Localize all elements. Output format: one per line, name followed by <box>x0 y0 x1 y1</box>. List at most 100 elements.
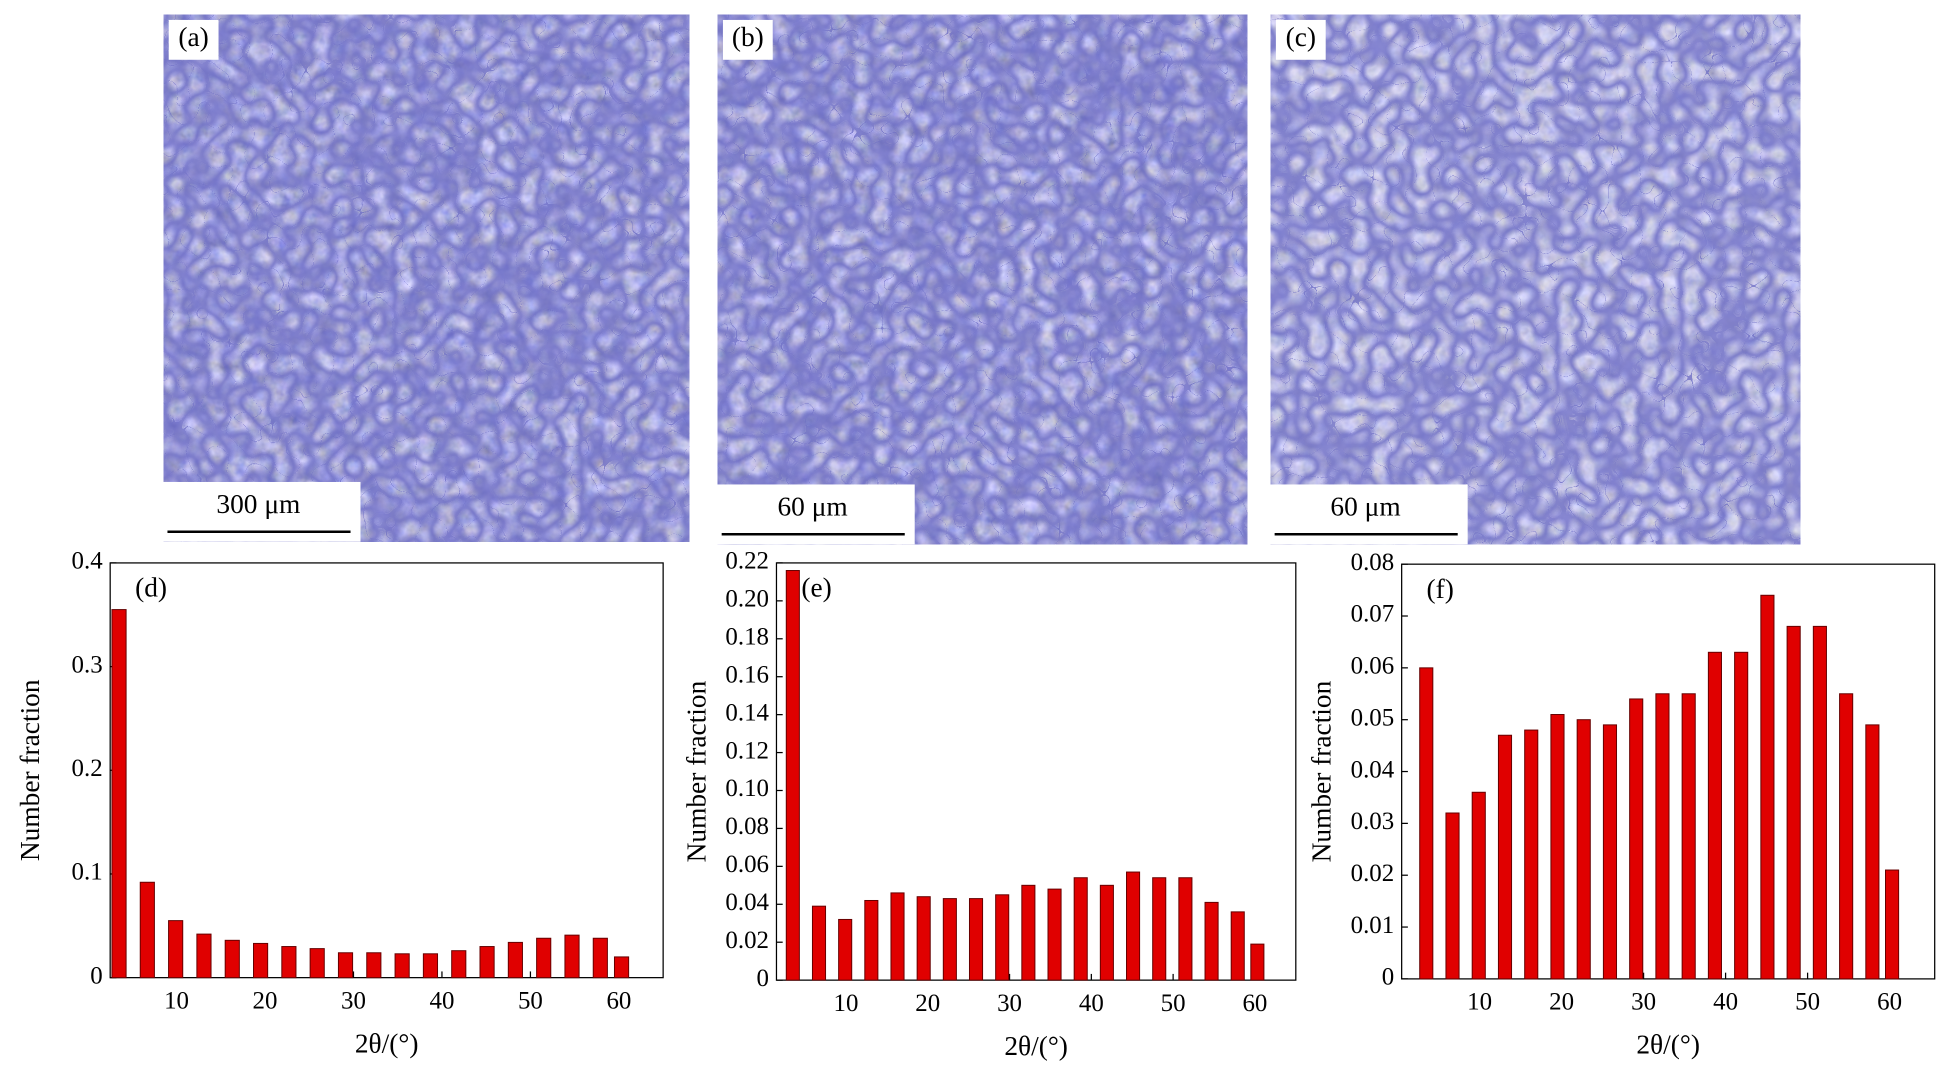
panel-label: (a) <box>178 22 208 52</box>
y-tick-label: 0.1 <box>72 859 103 886</box>
bar <box>613 956 630 979</box>
x-tick-label: 10 <box>1467 989 1492 1016</box>
y-tick-label: 0.07 <box>1351 601 1395 628</box>
bar <box>1681 693 1696 980</box>
bar <box>942 898 957 981</box>
bar <box>1885 869 1900 980</box>
label-box <box>168 19 219 60</box>
x-axis-label: 2θ/(°) <box>1636 1030 1700 1060</box>
bar <box>838 918 853 981</box>
x-tick-label: 50 <box>1161 990 1186 1017</box>
scale-bar-label: 300 μm <box>216 489 300 519</box>
y-tick-label: 0.18 <box>725 624 769 651</box>
bar <box>253 942 269 979</box>
y-tick-label: 0.08 <box>725 813 769 840</box>
bar <box>1178 877 1193 981</box>
bar <box>507 941 523 979</box>
x-tick-label: 40 <box>430 987 455 1014</box>
y-tick-label: 0.05 <box>1351 704 1395 731</box>
bar <box>394 953 410 979</box>
y-tick-label: 0.06 <box>1351 653 1395 680</box>
bar <box>309 948 325 979</box>
bar <box>995 894 1010 981</box>
bar <box>1152 877 1167 981</box>
x-tick-label: 30 <box>997 990 1022 1017</box>
panel-label: (d) <box>135 573 167 603</box>
bar <box>811 905 827 981</box>
bar <box>1602 724 1618 980</box>
bar <box>1445 812 1460 980</box>
x-tick-label: 40 <box>1079 990 1104 1017</box>
y-tick-label: 0.02 <box>1351 860 1395 887</box>
micrograph-boundaries <box>1270 14 1801 545</box>
y-tick-label: 0.2 <box>72 755 103 782</box>
bar <box>890 892 905 981</box>
y-tick-label: 0.01 <box>1351 912 1395 939</box>
bar <box>1707 651 1722 980</box>
bar <box>785 570 800 981</box>
y-axis-label: Number fraction <box>1307 680 1337 862</box>
x-tick-label: 50 <box>518 987 543 1014</box>
y-tick-label: 0.22 <box>725 548 769 575</box>
plot-frame <box>775 562 1297 981</box>
bar <box>1865 724 1880 980</box>
bar <box>1839 693 1854 980</box>
x-axis-label: 2θ/(°) <box>1004 1031 1068 1061</box>
x-tick-label: 20 <box>1549 989 1574 1016</box>
bar <box>564 934 580 979</box>
bar <box>1471 791 1486 980</box>
bar <box>1576 719 1591 980</box>
bar <box>281 946 297 979</box>
bar <box>864 899 879 981</box>
bar <box>1419 667 1434 980</box>
bar <box>451 950 467 979</box>
y-tick-label: 0.20 <box>725 586 769 613</box>
x-tick-label: 20 <box>253 987 278 1014</box>
bar <box>1655 693 1670 980</box>
bar <box>479 946 495 979</box>
x-tick-label: 50 <box>1795 989 1820 1016</box>
y-tick-label: 0 <box>1382 964 1394 991</box>
label-box <box>722 19 773 60</box>
bar <box>1550 714 1565 980</box>
bar <box>1230 911 1245 981</box>
y-tick-label: 0.4 <box>72 548 104 575</box>
y-tick-label: 0.02 <box>725 927 769 954</box>
y-tick-label: 0.03 <box>1351 808 1395 835</box>
bar <box>1099 884 1114 981</box>
plot-frame <box>109 562 664 979</box>
panel-label: (b) <box>732 22 764 52</box>
bar <box>1021 884 1036 981</box>
bar <box>224 939 240 979</box>
bar <box>1250 943 1265 981</box>
micrograph-boundaries <box>163 14 690 542</box>
y-axis-label: Number fraction <box>15 679 45 861</box>
y-tick-label: 0.04 <box>1351 756 1395 783</box>
bar <box>111 609 127 979</box>
scale-bar-label: 60 μm <box>777 492 847 522</box>
x-tick-label: 60 <box>1242 990 1267 1017</box>
label-box <box>1275 19 1326 60</box>
bar <box>536 937 552 979</box>
panel-label: (f) <box>1427 574 1454 604</box>
x-tick-label: 20 <box>915 990 940 1017</box>
bar <box>337 952 354 979</box>
y-tick-label: 0 <box>90 962 102 989</box>
x-tick-label: 60 <box>1877 989 1902 1016</box>
bar <box>168 920 184 979</box>
y-axis-label: Number fraction <box>682 680 712 862</box>
y-tick-label: 0.3 <box>72 651 103 678</box>
bar <box>916 896 931 981</box>
x-axis-label: 2θ/(°) <box>355 1028 419 1058</box>
bar <box>1629 698 1644 980</box>
x-tick-label: 60 <box>606 987 631 1014</box>
y-tick-label: 0.08 <box>1351 549 1395 576</box>
y-tick-label: 0.16 <box>725 661 769 688</box>
y-tick-label: 0 <box>757 965 769 992</box>
x-tick-label: 40 <box>1713 989 1738 1016</box>
y-tick-label: 0.04 <box>725 889 769 916</box>
panel-label: (e) <box>801 573 831 603</box>
bar <box>968 898 984 981</box>
